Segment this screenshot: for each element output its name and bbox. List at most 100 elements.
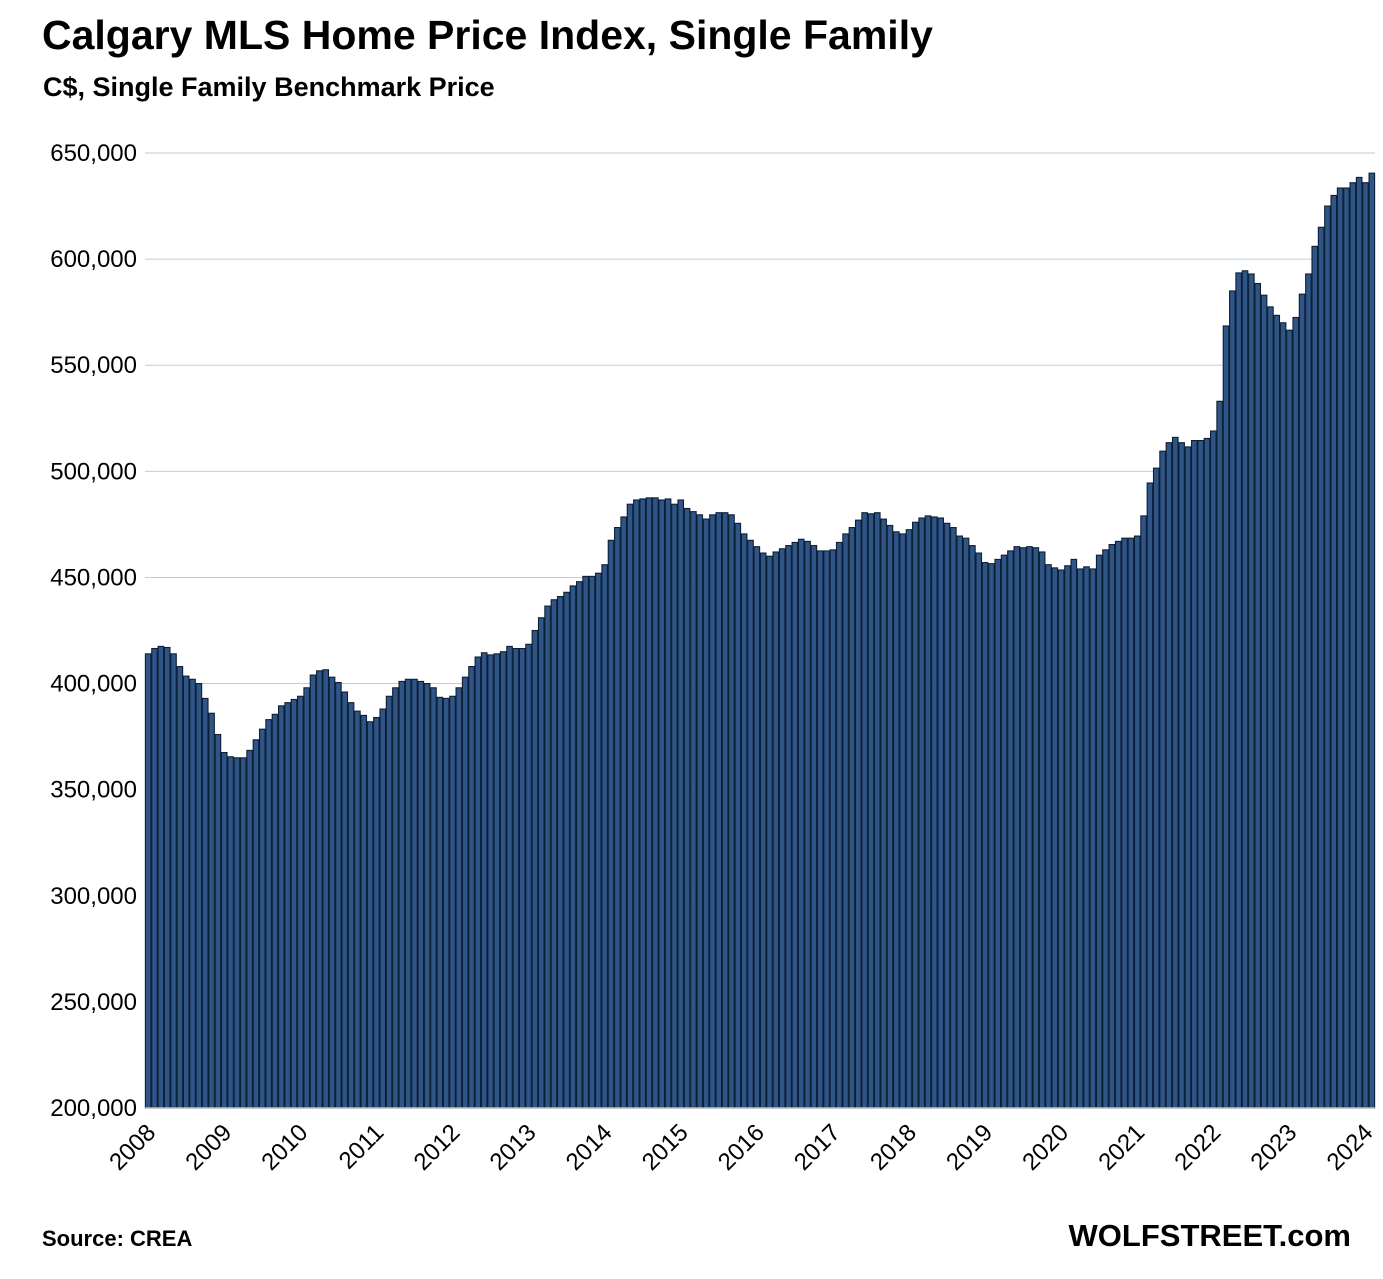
bar [892, 531, 900, 1109]
bar [835, 541, 843, 1109]
bar [328, 676, 336, 1109]
bar [309, 674, 317, 1109]
bar [417, 680, 425, 1109]
bar [766, 555, 773, 1109]
bar [1108, 543, 1116, 1109]
x-tick-label: 2014 [561, 1119, 618, 1176]
bar [1355, 176, 1363, 1109]
bar [994, 558, 1002, 1109]
bar [1007, 550, 1014, 1109]
bar [854, 519, 862, 1109]
bar [411, 678, 418, 1109]
bar [1197, 440, 1204, 1109]
bar [1241, 270, 1249, 1109]
bar [607, 539, 615, 1109]
bar [1146, 482, 1154, 1109]
bar [461, 676, 469, 1109]
bar [899, 533, 906, 1109]
bar [493, 653, 501, 1109]
bar [829, 549, 837, 1109]
bar [728, 514, 735, 1109]
bar [1362, 182, 1369, 1109]
bar [956, 535, 964, 1109]
x-tick-label: 2013 [485, 1119, 542, 1176]
bar [303, 687, 310, 1109]
bar [823, 550, 830, 1109]
bar [208, 712, 215, 1109]
bar [1184, 446, 1192, 1109]
bar [1171, 436, 1179, 1109]
x-tick-label: 2022 [1169, 1119, 1226, 1176]
bar [354, 710, 361, 1109]
bar [918, 517, 925, 1109]
bar [1336, 187, 1344, 1109]
bar [1070, 558, 1078, 1109]
bar [170, 653, 177, 1109]
bar [512, 647, 520, 1109]
bar [601, 564, 608, 1109]
bar [671, 503, 678, 1109]
bar [252, 739, 260, 1109]
bar [341, 691, 349, 1109]
bar [335, 681, 342, 1109]
bar [740, 533, 748, 1109]
bar [220, 751, 228, 1109]
bar [1330, 194, 1338, 1109]
bar [506, 645, 513, 1109]
bar [633, 499, 640, 1109]
bar [531, 629, 539, 1109]
bar [734, 522, 742, 1109]
bar [848, 527, 856, 1109]
bar [753, 546, 761, 1109]
y-tick-label: 300,000 [50, 883, 137, 910]
bar [1254, 282, 1262, 1109]
bar [385, 695, 393, 1109]
bar [316, 670, 323, 1109]
bar [620, 516, 628, 1109]
bar [537, 617, 545, 1109]
bar [550, 599, 558, 1109]
bar [715, 512, 723, 1109]
bar [1292, 316, 1300, 1109]
bar [886, 524, 894, 1109]
bar [366, 721, 374, 1109]
y-tick-label: 350,000 [50, 777, 137, 804]
y-tick-label: 400,000 [50, 671, 137, 698]
x-tick-label: 2024 [1322, 1119, 1379, 1176]
bar [747, 539, 754, 1109]
bar [1368, 172, 1376, 1109]
bar [1140, 515, 1147, 1109]
bar [214, 733, 222, 1109]
bar [677, 499, 685, 1109]
bar [709, 514, 716, 1109]
y-tick-label: 500,000 [50, 458, 137, 485]
brand-watermark: WOLFSTREET.com [1068, 1218, 1351, 1253]
bar [499, 651, 507, 1109]
bar [778, 548, 786, 1109]
bar [373, 716, 380, 1109]
bar [480, 652, 488, 1109]
bar [1013, 546, 1021, 1109]
bar [487, 654, 494, 1109]
bar [1235, 272, 1243, 1109]
bar [1000, 554, 1008, 1109]
bar [950, 527, 957, 1109]
bar [1279, 322, 1287, 1109]
bar [201, 697, 209, 1109]
bar [1248, 273, 1255, 1109]
bar [151, 647, 158, 1109]
bar [525, 643, 532, 1109]
bar [912, 521, 919, 1109]
x-tick-label: 2009 [180, 1119, 237, 1176]
bar [816, 550, 824, 1109]
bar [449, 695, 456, 1109]
y-tick-label: 650,000 [50, 140, 137, 167]
bar [347, 702, 355, 1109]
bar [360, 714, 368, 1109]
bar [379, 708, 387, 1109]
bar [658, 499, 666, 1109]
bar [1343, 187, 1350, 1109]
bar [880, 518, 887, 1109]
bar [575, 581, 583, 1109]
